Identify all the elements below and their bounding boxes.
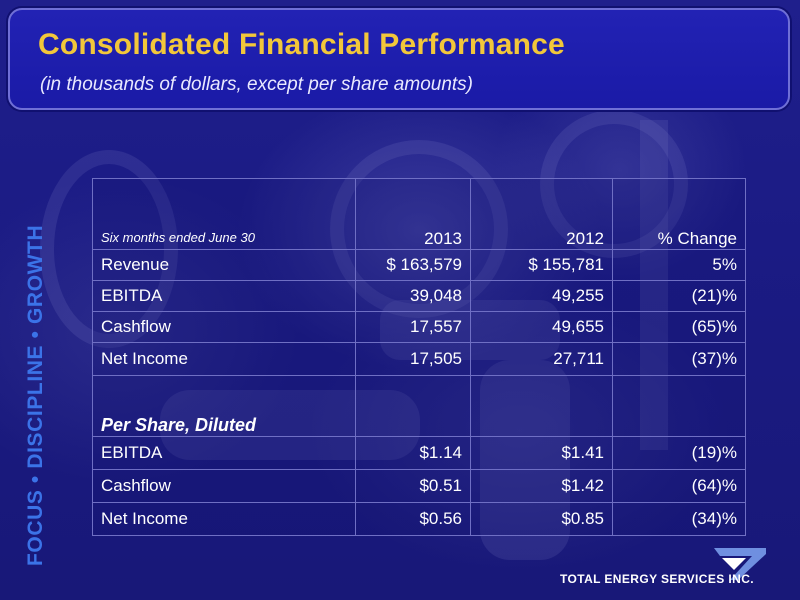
empty-cell [355, 375, 471, 437]
title-banner: Consolidated Financial Performance (in t… [8, 8, 790, 110]
column-header-change: % Change [612, 178, 746, 250]
section-header-row: Per Share, Diluted [92, 375, 746, 437]
value-2012: $ 155,781 [470, 249, 613, 281]
value-change: (37)% [612, 342, 746, 376]
table-row: Cashflow $0.51 $1.42 (64)% [92, 469, 746, 503]
table-row: Revenue $ 163,579 $ 155,781 5% [92, 249, 746, 281]
row-label: Net Income [92, 342, 356, 376]
side-tagline: FOCUS • DISCIPLINE • GROWTH [24, 224, 47, 566]
value-2012: 49,655 [470, 311, 613, 343]
row-label: Net Income [92, 502, 356, 536]
page-title: Consolidated Financial Performance [38, 28, 565, 61]
value-change: (64)% [612, 469, 746, 503]
value-2013: $1.14 [355, 436, 471, 470]
value-2012: 49,255 [470, 280, 613, 312]
row-label: Cashflow [92, 469, 356, 503]
company-name: TOTAL ENERGY SERVICES INC. [560, 572, 754, 586]
value-2013: $0.51 [355, 469, 471, 503]
table-row: EBITDA $1.14 $1.41 (19)% [92, 436, 746, 470]
value-change: 5% [612, 249, 746, 281]
table-header-row: Six months ended June 30 2013 2012 % Cha… [92, 178, 746, 250]
row-label: Cashflow [92, 311, 356, 343]
value-2013: 17,505 [355, 342, 471, 376]
value-2012: $1.41 [470, 436, 613, 470]
value-change: (65)% [612, 311, 746, 343]
value-2012: $0.85 [470, 502, 613, 536]
row-label: EBITDA [92, 436, 356, 470]
value-2013: 39,048 [355, 280, 471, 312]
row-label: Revenue [92, 249, 356, 281]
table-row: Net Income $0.56 $0.85 (34)% [92, 502, 746, 536]
value-2013: $ 163,579 [355, 249, 471, 281]
column-header-2013: 2013 [355, 178, 471, 250]
row-label: EBITDA [92, 280, 356, 312]
table-row: Net Income 17,505 27,711 (37)% [92, 342, 746, 376]
value-change: (21)% [612, 280, 746, 312]
column-header-2012: 2012 [470, 178, 613, 250]
empty-cell [612, 375, 746, 437]
value-change: (19)% [612, 436, 746, 470]
table-row: Cashflow 17,557 49,655 (65)% [92, 311, 746, 343]
page-subtitle: (in thousands of dollars, except per sha… [40, 74, 474, 95]
value-2012: $1.42 [470, 469, 613, 503]
table-row: EBITDA 39,048 49,255 (21)% [92, 280, 746, 312]
period-label: Six months ended June 30 [92, 178, 356, 250]
financial-table: Six months ended June 30 2013 2012 % Cha… [92, 178, 746, 536]
value-2013: $0.56 [355, 502, 471, 536]
company-logo: TOTAL ENERGY SERVICES INC. [560, 546, 780, 594]
value-2012: 27,711 [470, 342, 613, 376]
per-share-section-label: Per Share, Diluted [92, 375, 356, 437]
total-energy-logo-icon [714, 548, 766, 580]
empty-cell [470, 375, 613, 437]
value-2013: 17,557 [355, 311, 471, 343]
value-change: (34)% [612, 502, 746, 536]
